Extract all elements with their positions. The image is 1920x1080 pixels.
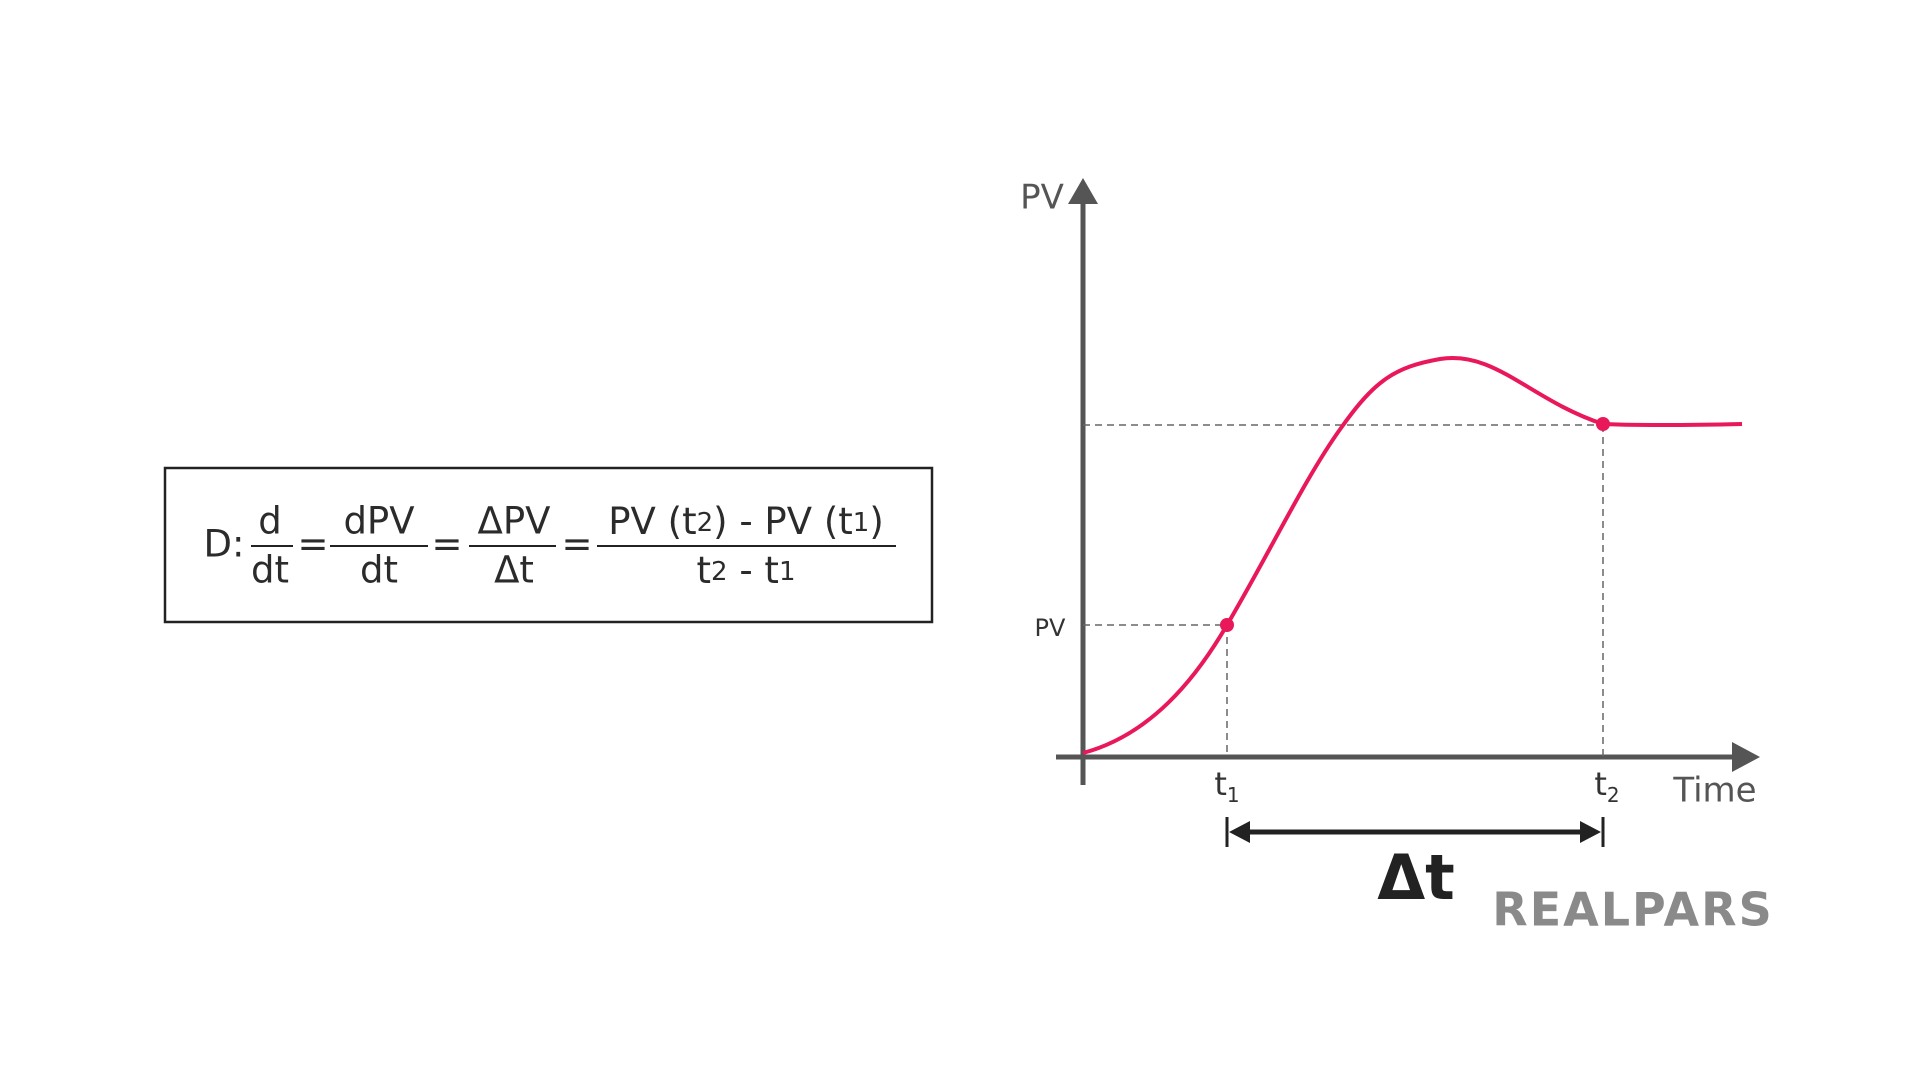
y-axis-label: PV (1020, 178, 1064, 218)
arrow-head (1732, 742, 1760, 772)
subscript: 1 (1227, 783, 1240, 807)
point (1220, 618, 1234, 632)
denominator: dt (251, 549, 289, 592)
text-piece: ) (869, 500, 883, 543)
x-marker-label: t1 (1214, 765, 1239, 807)
subscript: 1 (779, 557, 796, 587)
subscript: 2 (711, 557, 728, 587)
denominator: dt (360, 549, 398, 592)
numerator: ΔPV (478, 500, 551, 543)
denominator: Δt (494, 549, 534, 592)
subscript: 1 (853, 508, 870, 538)
graph: PV Time PV t1 t2 Δt (1020, 178, 1760, 914)
arrow-head (1068, 178, 1098, 204)
text-piece: t (1594, 765, 1607, 803)
equals: = (431, 523, 462, 566)
numerator: PV (t2) - PV (t1) (608, 500, 884, 543)
x-marker-label: t2 (1594, 765, 1619, 807)
formula-prefix: D: (204, 523, 245, 566)
denominator: t2 - t1 (697, 549, 796, 592)
logo: REALPARS (1492, 883, 1773, 937)
equals: = (297, 523, 328, 566)
numerator: d (258, 500, 282, 543)
numerator: dPV (343, 500, 414, 543)
arrow-head (1229, 821, 1250, 843)
interval-label: Δt (1377, 841, 1455, 914)
text-piece: PV (t (608, 500, 696, 543)
text-piece: - t (728, 549, 779, 592)
subscript: 2 (1607, 783, 1620, 807)
text-piece: t (1214, 765, 1227, 803)
arrow-head (1580, 821, 1601, 843)
x-axis-label: Time (1672, 771, 1756, 811)
point (1596, 417, 1610, 431)
y-marker-label: PV (1035, 614, 1066, 642)
formula-box (163, 466, 934, 624)
subscript: 2 (697, 508, 714, 538)
equals: = (561, 523, 592, 566)
text-piece: t (697, 549, 712, 592)
text-piece: ) - PV (t (713, 500, 853, 543)
